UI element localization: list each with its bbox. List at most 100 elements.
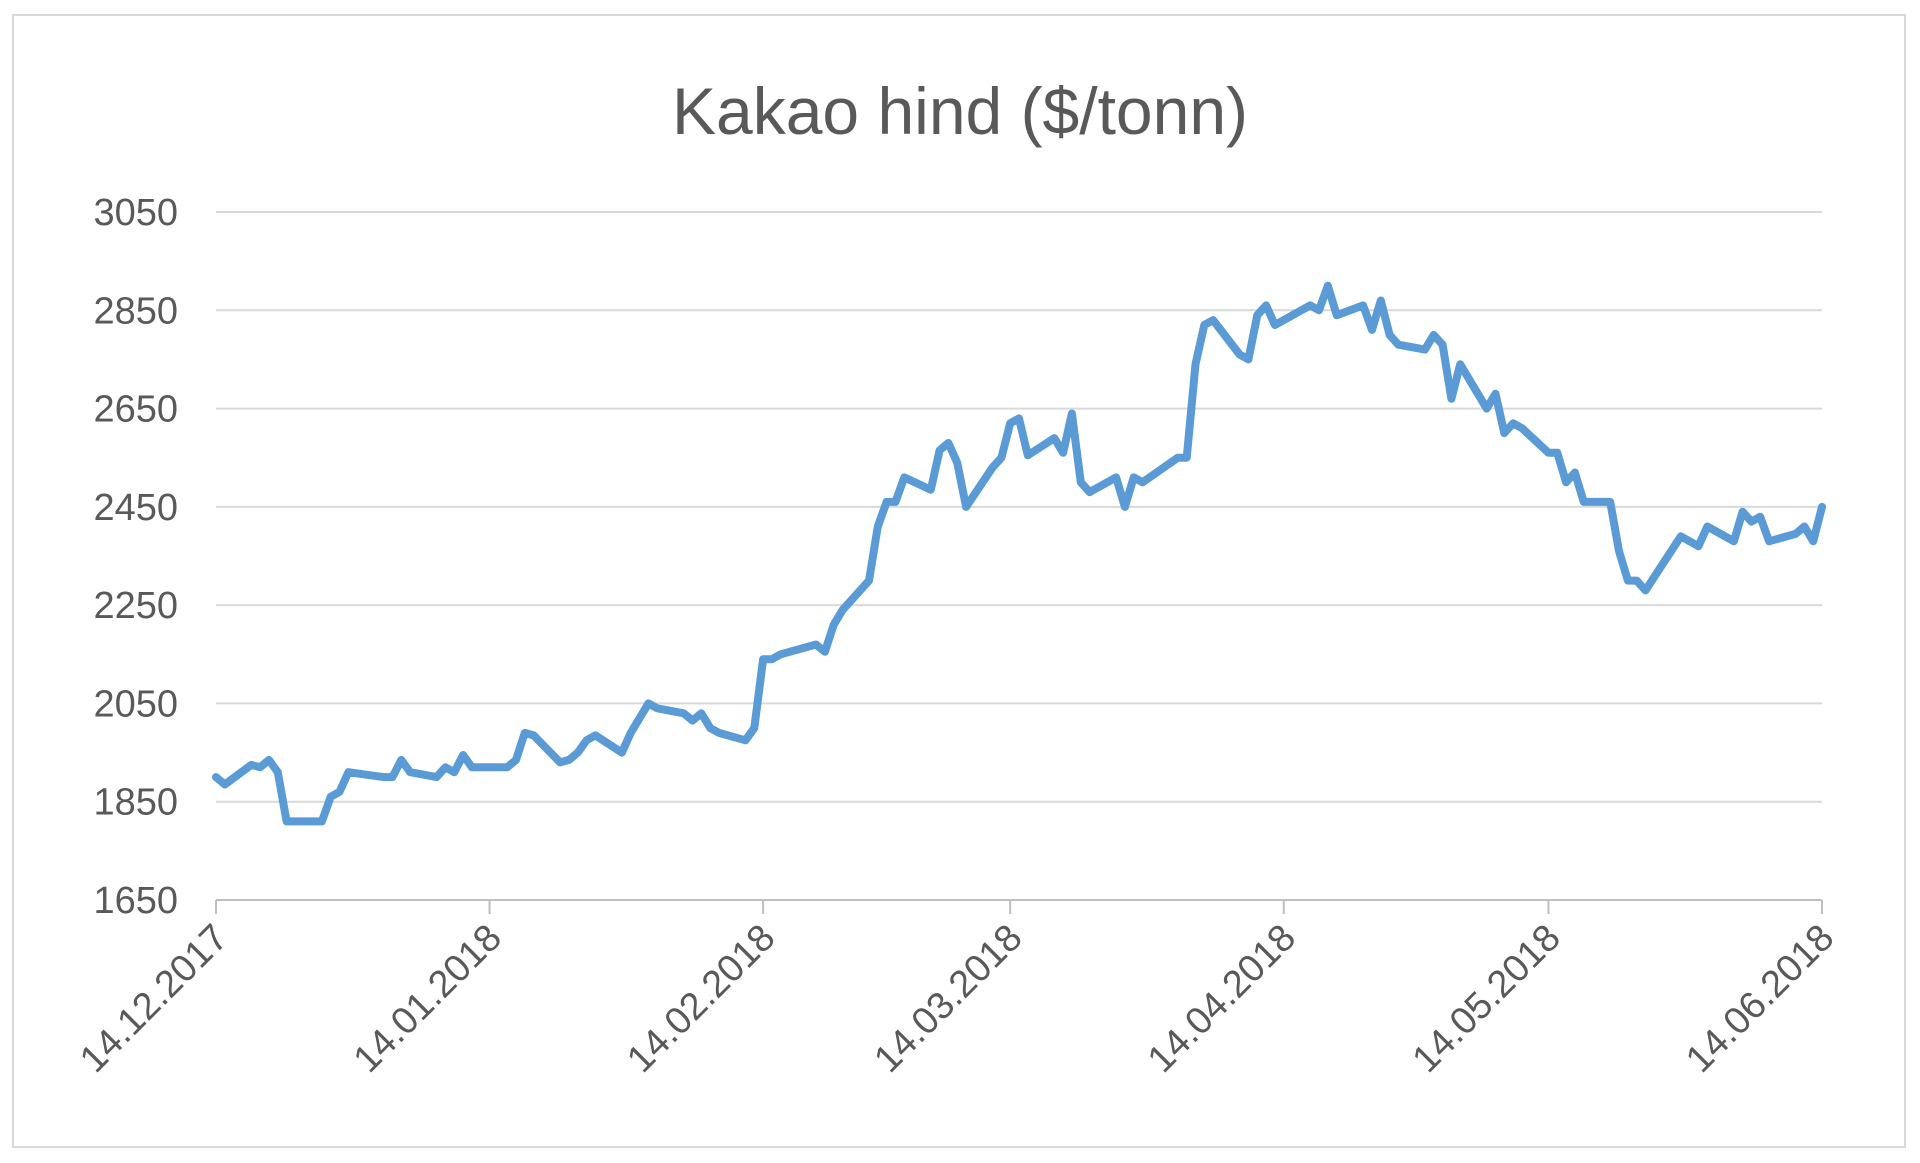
data-point	[1300, 309, 1303, 312]
x-tick-label: 14.04.2018	[1140, 917, 1304, 1081]
data-point	[215, 776, 217, 778]
data-point	[250, 764, 253, 766]
data-point	[1644, 589, 1647, 592]
data-point	[382, 776, 385, 778]
data-point	[391, 776, 394, 778]
data-point	[1132, 476, 1135, 479]
y-tick-label: 2250	[93, 585, 178, 627]
data-point	[1424, 348, 1426, 351]
data-point	[462, 754, 464, 756]
y-tick-label: 1650	[93, 880, 178, 922]
x-tick-label: 14.02.2018	[619, 917, 783, 1081]
data-point	[1256, 314, 1259, 317]
data-point	[1177, 456, 1179, 459]
data-point	[1759, 515, 1761, 518]
data-point	[744, 739, 747, 742]
data-point	[691, 719, 694, 722]
data-point	[1018, 417, 1020, 420]
chart-frame: Kakao hind ($/tonn) 3050 2850 2650 2450 2250…	[12, 14, 1906, 1148]
data-point	[647, 702, 650, 705]
data-point	[621, 751, 623, 754]
x-axis: 14.12.2017 14.01.2018 14.02.2018 14.03.2018…	[72, 900, 1842, 1081]
y-tick-label: 3050	[93, 192, 178, 234]
data-point	[815, 643, 817, 646]
data-point	[700, 712, 703, 715]
x-tick-label: 14.12.2017	[72, 917, 236, 1081]
y-axis: 3050 2850 2650 2450 2250 2050 1850 1650	[93, 192, 178, 922]
data-point	[1450, 397, 1453, 400]
data-point	[1000, 456, 1003, 459]
data-point	[1803, 525, 1806, 528]
data-point	[1238, 353, 1241, 356]
data-point	[1062, 452, 1064, 454]
y-tick-label: 2850	[93, 290, 178, 332]
data-point	[1556, 452, 1559, 454]
data-point	[629, 732, 632, 734]
data-point	[1521, 427, 1523, 430]
data-point	[453, 771, 456, 773]
data-point	[1380, 299, 1382, 302]
data-point	[444, 766, 447, 769]
gridlines	[216, 211, 1822, 901]
data-point	[656, 707, 658, 710]
data-point	[885, 501, 888, 503]
x-tick-label: 14.01.2018	[346, 917, 510, 1081]
x-tick-label: 14.05.2018	[1405, 917, 1569, 1081]
data-point	[577, 751, 579, 754]
data-point	[682, 712, 685, 715]
data-point	[524, 732, 526, 734]
data-point	[321, 820, 323, 823]
data-point	[594, 734, 597, 737]
data-point	[1547, 452, 1550, 454]
data-point	[277, 771, 279, 773]
data-point	[1574, 471, 1576, 474]
data-point	[956, 461, 958, 464]
data-point	[1212, 319, 1214, 321]
data-point	[259, 766, 261, 769]
data-point	[506, 766, 509, 769]
data-point	[1441, 343, 1444, 346]
chart-svg: Kakao hind ($/tonn) 3050 2850 2650 2450 2250…	[72, 74, 1842, 1081]
data-point	[585, 739, 588, 742]
data-point	[753, 727, 756, 729]
data-point	[1750, 520, 1753, 523]
data-point	[568, 759, 570, 761]
data-point	[1194, 363, 1197, 366]
x-tick-label: 14.06.2018	[1678, 917, 1842, 1081]
data-point	[338, 791, 341, 793]
y-tick-label: 2450	[93, 487, 178, 529]
data-point	[1141, 481, 1144, 484]
data-point	[1733, 540, 1735, 543]
data-point	[1247, 358, 1250, 361]
data-point	[638, 717, 641, 719]
data-point	[532, 734, 535, 737]
data-point	[1494, 393, 1497, 395]
data-point	[877, 525, 879, 528]
data-point	[347, 771, 350, 773]
data-point	[409, 771, 411, 773]
data-point	[762, 658, 764, 660]
data-point	[471, 766, 473, 769]
data-point	[224, 783, 226, 786]
data-point	[1627, 579, 1629, 582]
data-point	[1680, 535, 1682, 538]
data-point	[1697, 545, 1700, 547]
data-point	[285, 820, 288, 823]
data-point	[515, 759, 517, 761]
data-point	[1115, 476, 1117, 479]
data-point	[1080, 481, 1082, 484]
data-point	[1397, 343, 1400, 346]
data-point	[435, 776, 438, 778]
data-point	[991, 466, 994, 469]
data-point	[1071, 412, 1073, 415]
data-point	[1274, 324, 1276, 326]
data-point	[1009, 422, 1011, 425]
data-point	[1053, 437, 1056, 439]
series-layer	[212, 281, 1826, 826]
data-point	[1821, 506, 1823, 508]
data-point	[1768, 540, 1770, 543]
data-point	[1688, 540, 1691, 543]
data-point	[1812, 540, 1814, 543]
data-point	[1618, 550, 1620, 552]
data-point	[1124, 506, 1126, 508]
